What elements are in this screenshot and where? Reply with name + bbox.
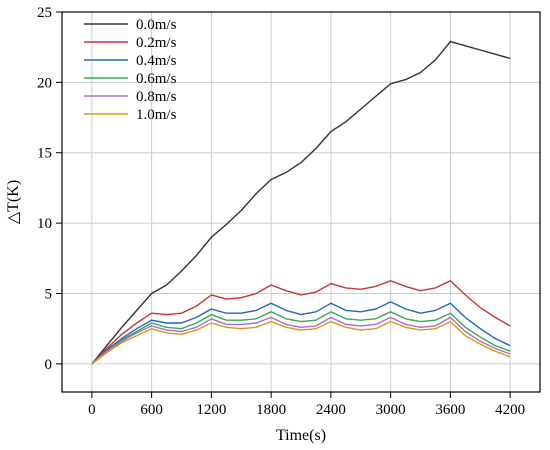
series-line-0.4m/s xyxy=(91,301,511,365)
x-tick-label: 3600 xyxy=(435,402,465,418)
series-line-0.8m/s xyxy=(91,316,511,365)
y-tick-label: 10 xyxy=(37,216,52,232)
plot-frame xyxy=(61,11,541,393)
x-tick-label: 3000 xyxy=(376,402,406,418)
x-axis-title: Time(s) xyxy=(276,427,326,444)
y-tick-label: 20 xyxy=(37,75,52,91)
x-tick-label: 1800 xyxy=(256,402,286,418)
legend-label: 0.4m/s xyxy=(136,53,177,69)
legend-label: 1.0m/s xyxy=(136,107,177,123)
legend: 0.0m/s 0.2m/s 0.4m/s 0.6m/s 0.8m/s 1.0m/s xyxy=(84,17,177,123)
x-tick-label: 4200 xyxy=(495,402,525,418)
y-axis-title: △T(K) xyxy=(5,180,22,224)
series-line-1.0m/s xyxy=(91,320,511,365)
y-tick-label: 15 xyxy=(37,146,52,162)
y-tick-label: 25 xyxy=(37,5,52,21)
series-line-0.0m/s xyxy=(91,40,511,365)
y-tick-label: 5 xyxy=(45,286,53,302)
series-line-0.2m/s xyxy=(91,280,511,365)
legend-label: 0.6m/s xyxy=(136,71,177,87)
legend-label: 0.8m/s xyxy=(136,89,177,105)
legend-label: 0.0m/s xyxy=(136,17,177,33)
legend-label: 0.2m/s xyxy=(136,35,177,51)
x-tick-label: 1200 xyxy=(196,402,226,418)
x-tick-label: 2400 xyxy=(316,402,346,418)
y-tick-label: 0 xyxy=(45,357,53,373)
ticks: 0 600 1200 1800 2400 3000 3600 4200 0 5 10 15 20 25 xyxy=(37,5,525,418)
x-tick-label: 600 xyxy=(140,402,163,418)
series-line-0.6m/s xyxy=(91,311,511,365)
series-layer xyxy=(91,40,511,365)
x-tick-label: 0 xyxy=(88,402,96,418)
